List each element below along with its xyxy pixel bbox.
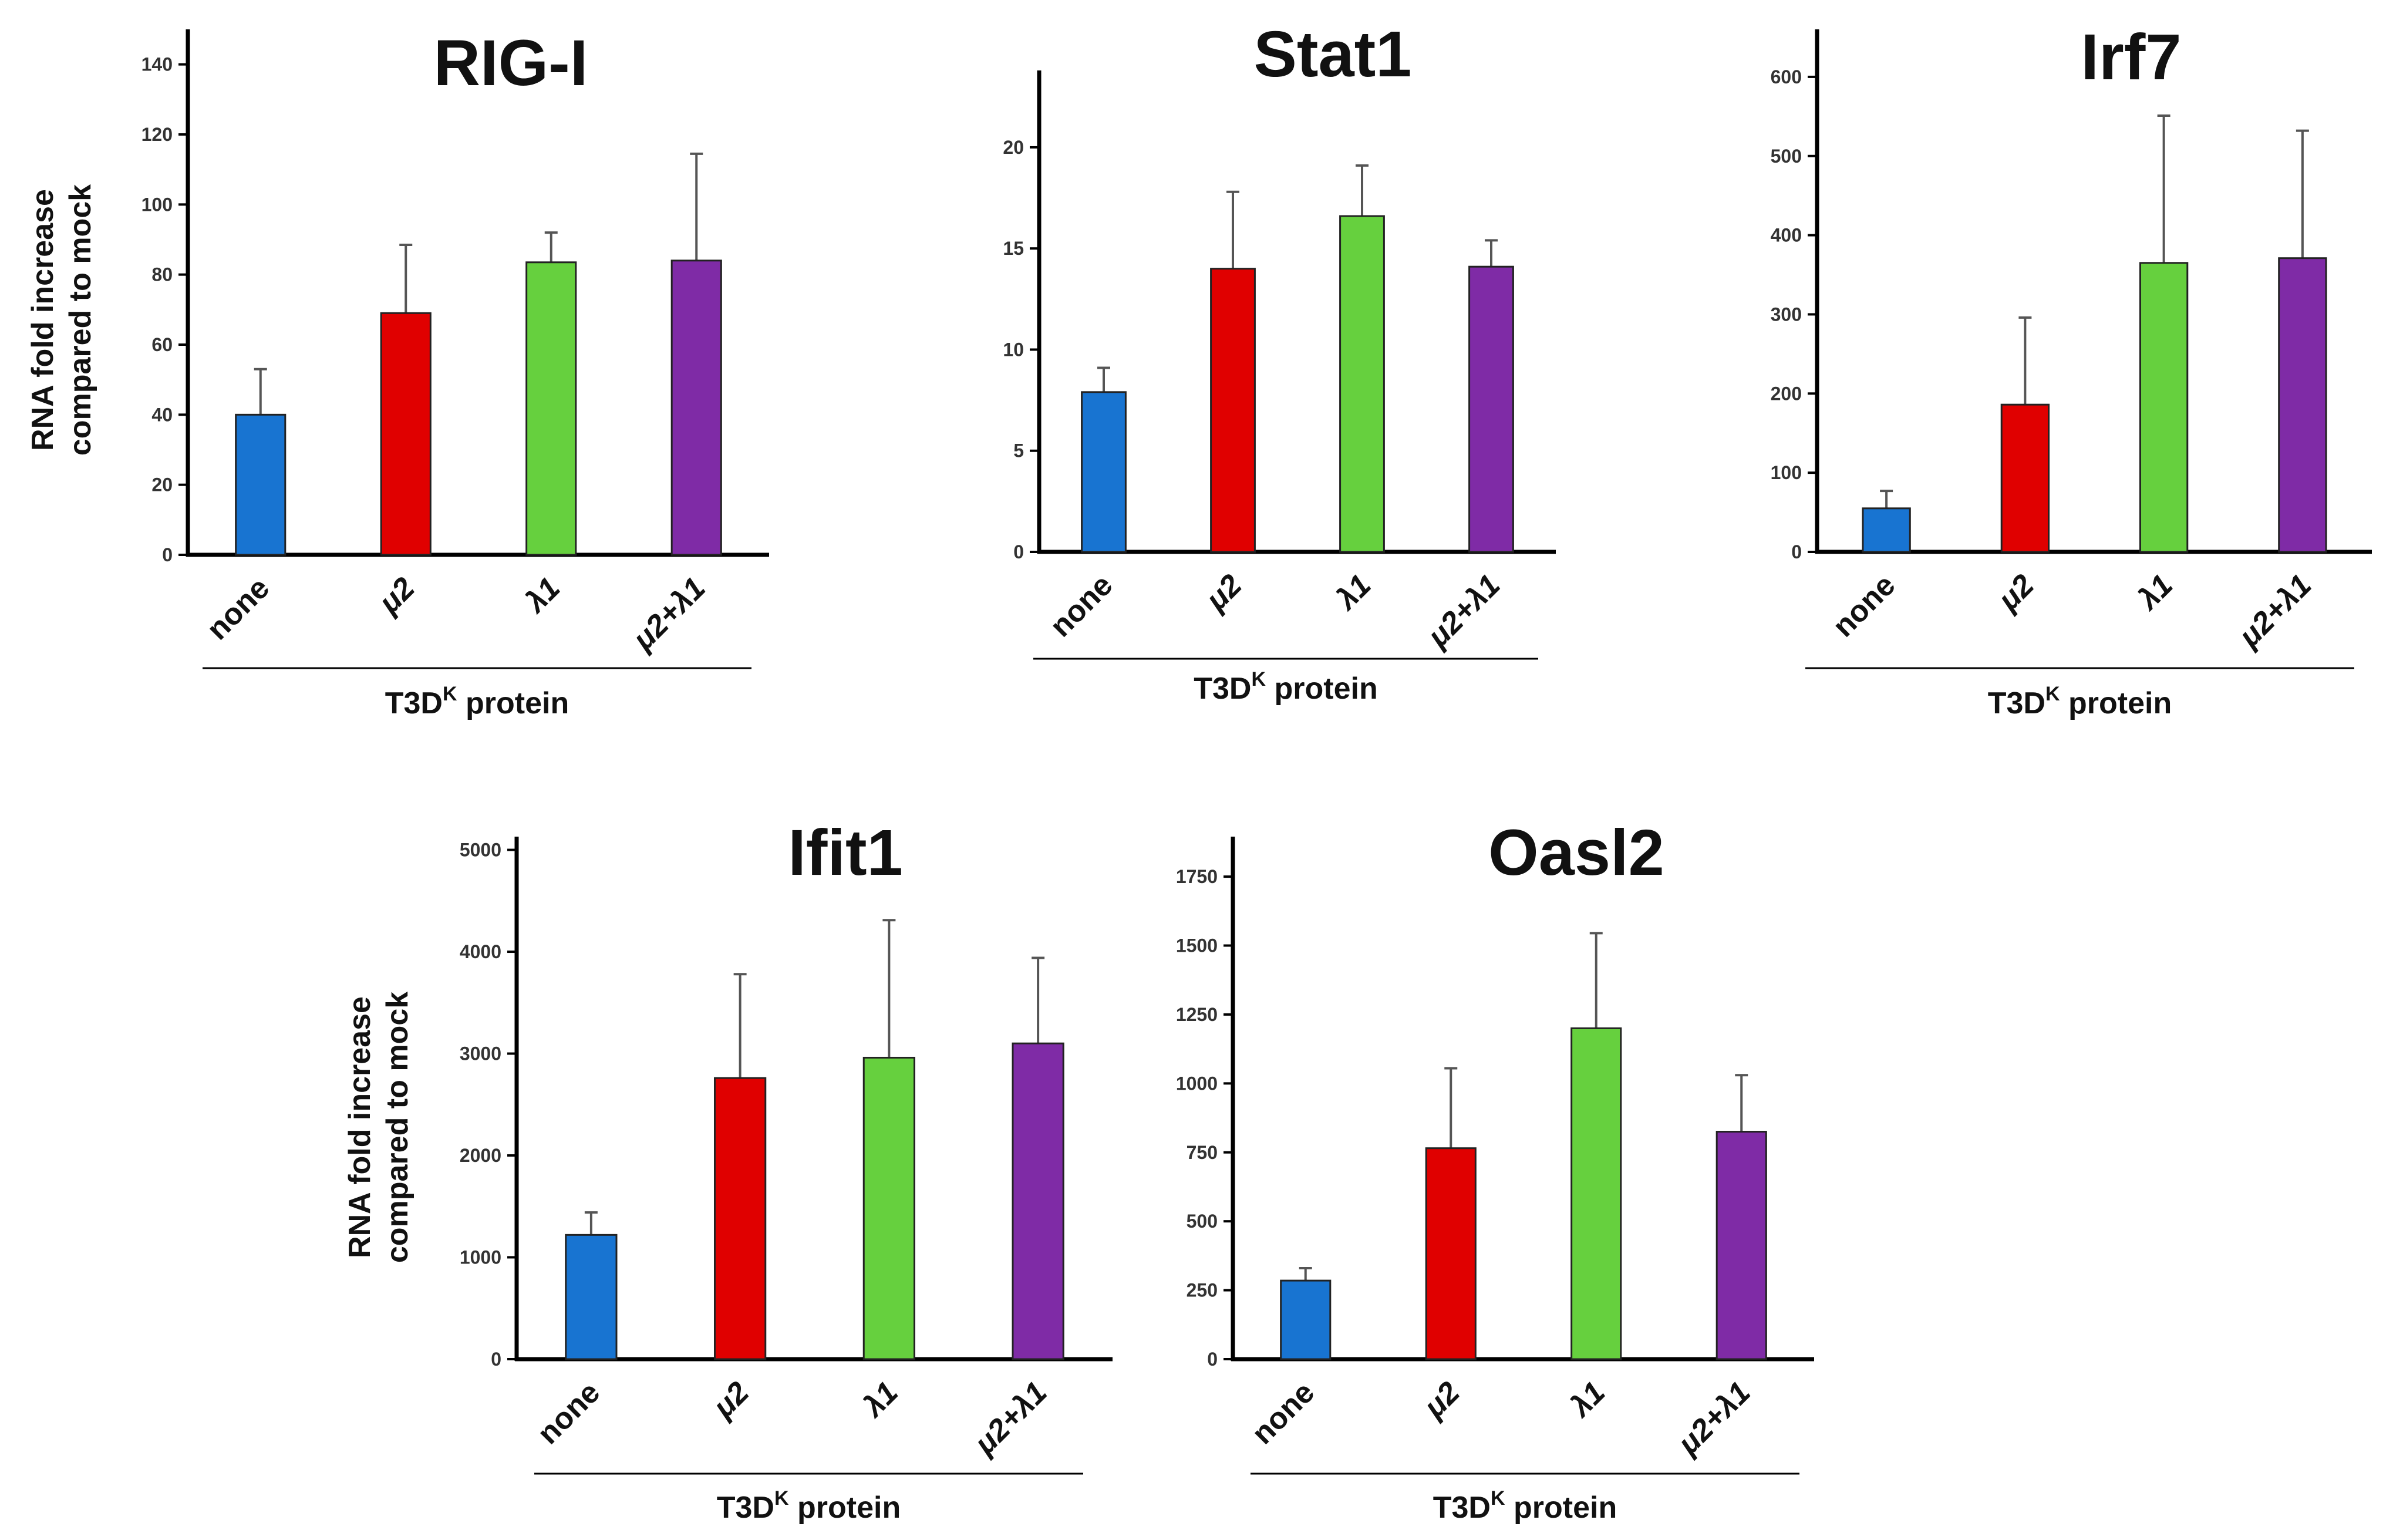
bar <box>565 1234 618 1360</box>
bar <box>380 312 432 556</box>
bar <box>862 1056 916 1360</box>
x-axis-group-label: T3DK protein <box>1433 1487 1617 1525</box>
y-tick-label: 0 <box>1791 541 1802 562</box>
x-tick-label: none <box>1044 568 1120 643</box>
bar <box>2278 257 2327 553</box>
panel-irf7: Irf7 0 100 200 300 400 500 600 none μ2 λ1 μ2+λ1 T3DK… <box>1771 21 2372 720</box>
x-tick-label: λ1 <box>855 1375 905 1424</box>
y-tick-label: 140 <box>141 54 173 75</box>
y-tick-label: 100 <box>141 194 173 215</box>
y-tick-label: 1750 <box>1176 866 1218 887</box>
bar <box>1425 1147 1477 1360</box>
y-tick-label: 500 <box>1187 1211 1218 1232</box>
y-tick-label: 80 <box>151 264 173 285</box>
bar <box>1339 215 1385 553</box>
bar <box>1468 265 1514 553</box>
bar <box>235 413 287 556</box>
y-tick-label: 120 <box>141 124 173 145</box>
x-tick-label: none <box>531 1375 607 1451</box>
y-tick-label: 0 <box>1013 541 1024 562</box>
bar <box>1570 1027 1622 1360</box>
y-tick-label: 0 <box>162 544 173 565</box>
x-tick-label: λ1 <box>1562 1375 1612 1424</box>
y-tick-label: 1500 <box>1176 935 1218 956</box>
y-tick-label: 1000 <box>460 1247 501 1268</box>
x-tick-label: λ1 <box>2130 568 2179 617</box>
chart-title: Ifit1 <box>788 817 903 889</box>
x-tick-label: λ1 <box>517 571 567 620</box>
bar <box>1012 1042 1064 1360</box>
bar <box>670 260 722 556</box>
chart-title: RIG-I <box>434 27 588 99</box>
panel-ifit1: Ifit1 0 1000 2000 3000 4000 5000 none μ2 λ1 μ2+λ1 T… <box>343 817 1113 1525</box>
bar <box>1280 1279 1332 1360</box>
x-tick-label: μ2 <box>706 1375 756 1425</box>
x-tick-label: μ2+λ1 <box>1420 568 1506 654</box>
panel-oasl2: Oasl2 0 250 500 750 1000 1250 1500 1750 none μ2 λ1 μ… <box>1176 817 1814 1525</box>
y-tick-label: 250 <box>1187 1280 1218 1301</box>
x-tick-label: μ2 <box>1991 568 2041 618</box>
y-tick-label: 0 <box>491 1349 501 1370</box>
y-tick-label: 10 <box>1003 339 1024 360</box>
x-axis-group-label: T3DK protein <box>385 683 569 720</box>
bar <box>1210 268 1256 553</box>
bar <box>2000 403 2050 553</box>
bar <box>525 261 577 556</box>
y-axis-label: RNA fold increase compared to mock <box>26 184 97 456</box>
y-tick-label: 15 <box>1003 238 1024 259</box>
panel-stat1: Stat1 0 5 10 15 20 none μ2 λ1 μ2+λ1 T3DK protein <box>1003 18 1556 706</box>
y-tick-label: 3000 <box>460 1043 501 1064</box>
y-tick-label: 500 <box>1771 146 1802 167</box>
y-tick-label: 400 <box>1771 225 1802 246</box>
bar <box>1081 391 1127 553</box>
x-axis-group-label: T3DK protein <box>1194 668 1377 706</box>
y-tick-label: 5000 <box>460 840 501 861</box>
chart-title: Irf7 <box>2081 21 2181 93</box>
x-tick-label: μ2+λ1 <box>625 571 712 657</box>
y-tick-label: 20 <box>151 474 173 496</box>
y-tick-label: 1250 <box>1176 1004 1218 1025</box>
y-tick-label: 1000 <box>1176 1073 1218 1094</box>
x-tick-label: μ2+λ1 <box>967 1375 1053 1461</box>
x-axis-group-label: T3DK protein <box>1988 683 2172 720</box>
y-tick-label: 40 <box>151 404 173 425</box>
x-tick-label: μ2 <box>1417 1375 1467 1425</box>
y-tick-label: 200 <box>1771 383 1802 404</box>
y-tick-label: 100 <box>1771 462 1802 483</box>
y-tick-label: 20 <box>1003 137 1024 158</box>
y-tick-label: 600 <box>1771 66 1802 87</box>
x-tick-label: none <box>200 571 276 646</box>
x-tick-label: μ2 <box>1198 568 1248 618</box>
x-axis-group-label: T3DK protein <box>717 1487 901 1525</box>
y-tick-label: 60 <box>151 334 173 355</box>
y-tick-label: 2000 <box>460 1145 501 1166</box>
bar <box>1862 507 1911 553</box>
y-tick-label: 4000 <box>460 941 501 962</box>
x-tick-label: none <box>1826 568 1902 643</box>
bar <box>713 1077 767 1360</box>
panel-rig-i: RIG-I 0 20 40 60 80 100 120 140 none μ2 λ1 μ2+λ1 T3DK… <box>26 27 769 720</box>
y-tick-label: 750 <box>1187 1142 1218 1163</box>
y-tick-label: 0 <box>1207 1349 1218 1370</box>
chart-title: Oasl2 <box>1488 817 1664 889</box>
x-tick-label: μ2+λ1 <box>2232 568 2318 654</box>
bar <box>1715 1131 1767 1360</box>
y-tick-label: 5 <box>1013 440 1024 461</box>
y-axis-label: RNA fold increase compared to mock <box>343 992 414 1263</box>
x-tick-label: μ2 <box>372 571 422 621</box>
y-tick-label: 300 <box>1771 304 1802 325</box>
x-tick-label: none <box>1245 1375 1321 1451</box>
x-tick-label: λ1 <box>1328 568 1377 617</box>
chart-title: Stat1 <box>1254 18 1412 90</box>
x-tick-label: μ2+λ1 <box>1670 1375 1757 1461</box>
bar <box>2139 262 2189 553</box>
